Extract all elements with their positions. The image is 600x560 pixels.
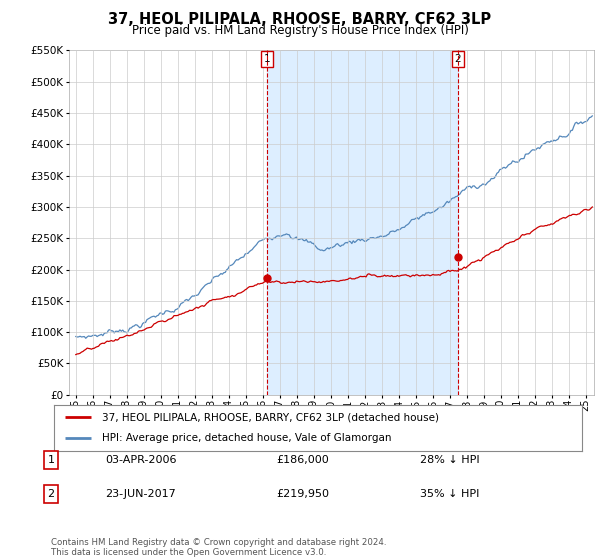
- Text: £186,000: £186,000: [276, 455, 329, 465]
- Text: 35% ↓ HPI: 35% ↓ HPI: [420, 489, 479, 499]
- Text: 03-APR-2006: 03-APR-2006: [105, 455, 176, 465]
- Text: Price paid vs. HM Land Registry's House Price Index (HPI): Price paid vs. HM Land Registry's House …: [131, 24, 469, 37]
- Bar: [267, 50, 458, 395]
- Text: 37, HEOL PILIPALA, RHOOSE, BARRY, CF62 3LP: 37, HEOL PILIPALA, RHOOSE, BARRY, CF62 3…: [109, 12, 491, 27]
- Text: 23-JUN-2017: 23-JUN-2017: [105, 489, 176, 499]
- Text: 37, HEOL PILIPALA, RHOOSE, BARRY, CF62 3LP (detached house): 37, HEOL PILIPALA, RHOOSE, BARRY, CF62 3…: [101, 412, 439, 422]
- Text: £219,950: £219,950: [276, 489, 329, 499]
- Text: Contains HM Land Registry data © Crown copyright and database right 2024.
This d: Contains HM Land Registry data © Crown c…: [51, 538, 386, 557]
- Text: 1: 1: [47, 455, 55, 465]
- Text: 1: 1: [263, 54, 270, 64]
- Text: 2: 2: [454, 54, 461, 64]
- Text: 28% ↓ HPI: 28% ↓ HPI: [420, 455, 479, 465]
- Text: HPI: Average price, detached house, Vale of Glamorgan: HPI: Average price, detached house, Vale…: [101, 433, 391, 444]
- Text: 2: 2: [47, 489, 55, 499]
